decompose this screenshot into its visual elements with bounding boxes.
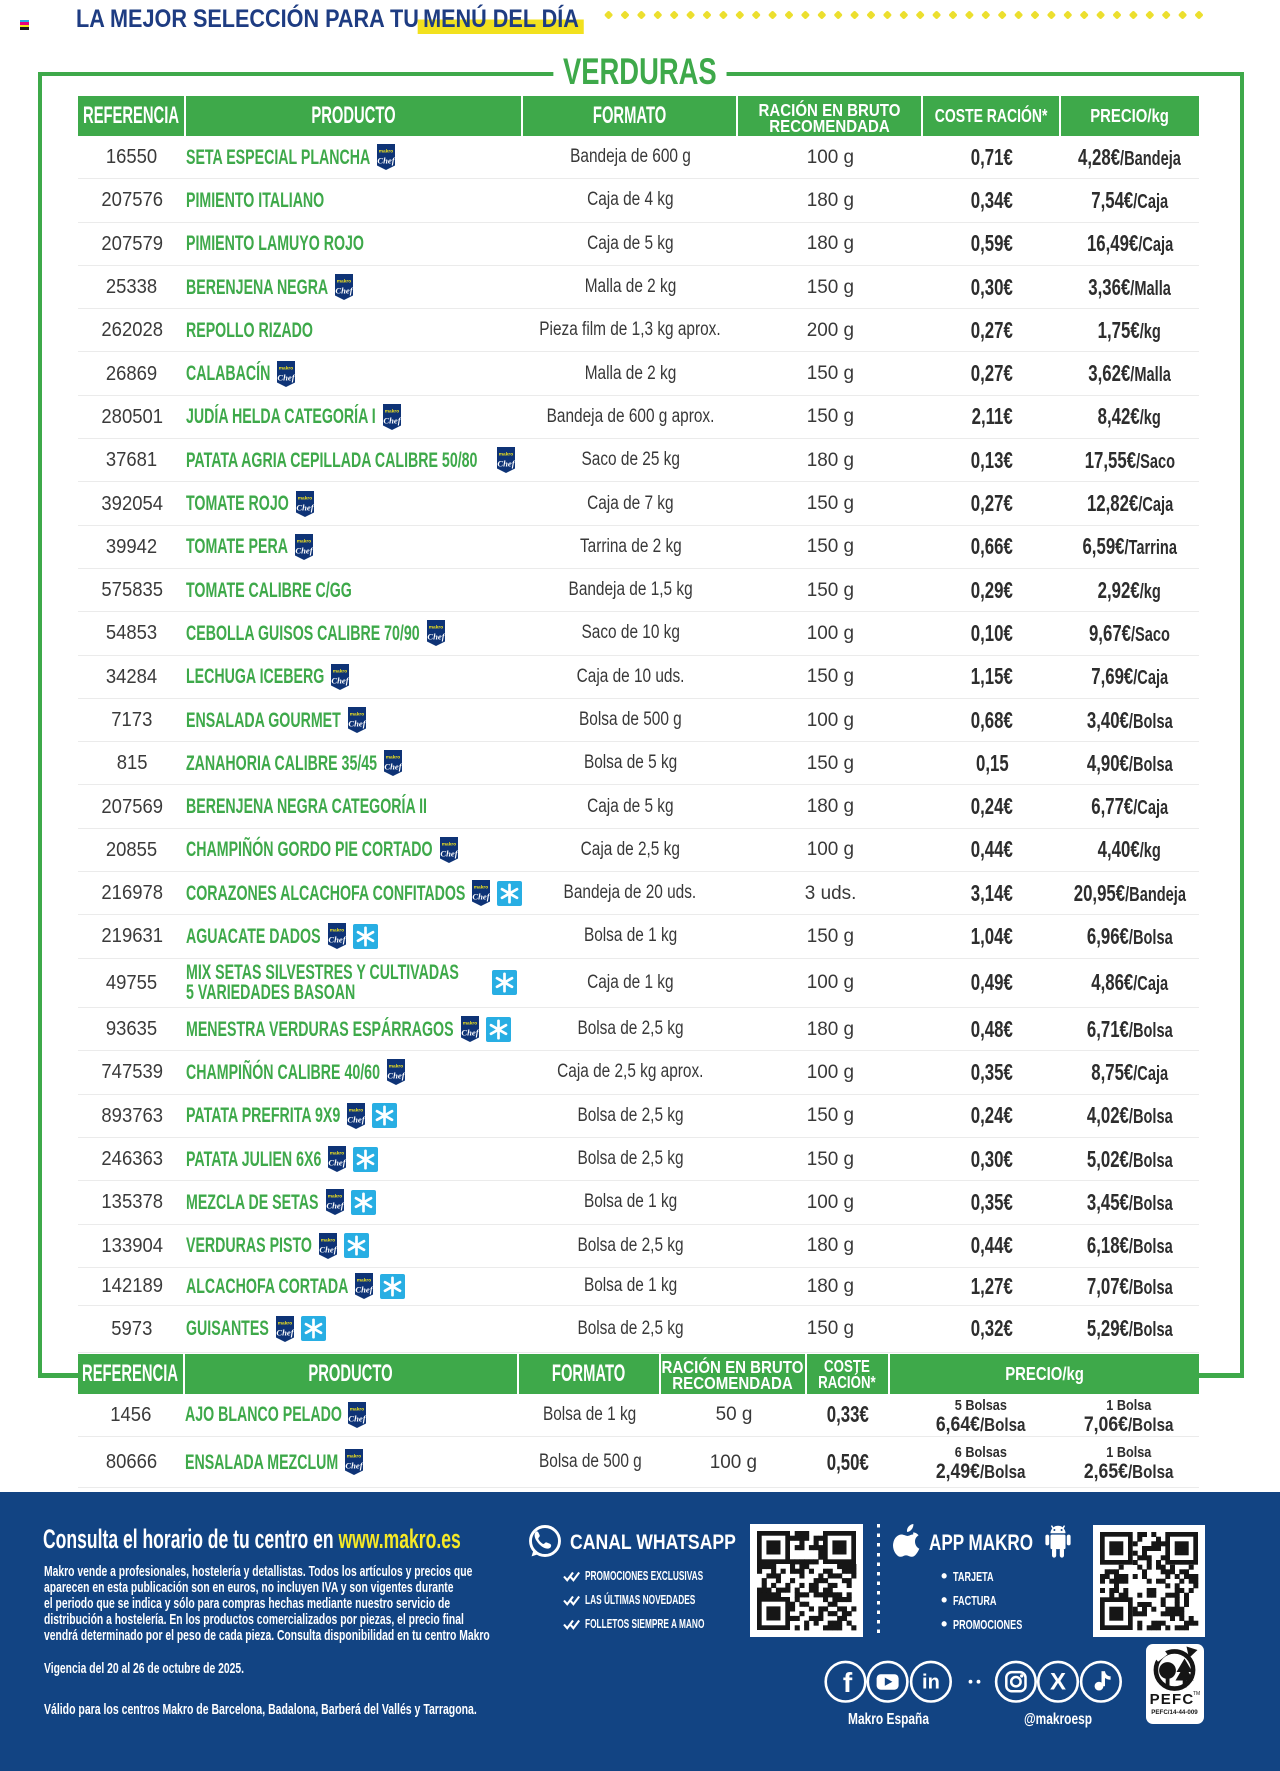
svg-text:Chef: Chef bbox=[387, 1071, 405, 1081]
svg-text:Chef: Chef bbox=[295, 545, 313, 555]
svg-text:makro: makro bbox=[321, 1237, 335, 1243]
svg-text:Chef: Chef bbox=[278, 372, 296, 382]
svg-text:makro: makro bbox=[379, 149, 393, 155]
svg-text:makro: makro bbox=[474, 885, 488, 891]
svg-text:makro: makro bbox=[333, 668, 347, 674]
svg-text:Chef: Chef bbox=[319, 1244, 337, 1254]
svg-text:makro: makro bbox=[499, 452, 513, 458]
svg-text:Chef: Chef bbox=[345, 1461, 363, 1471]
svg-text:makro: makro bbox=[279, 365, 293, 371]
svg-text:PEFC/14-44-009: PEFC/14-44-009 bbox=[1151, 1709, 1198, 1716]
svg-text:makro: makro bbox=[385, 408, 399, 414]
svg-text:Chef: Chef bbox=[329, 1158, 347, 1168]
svg-text:Chef: Chef bbox=[440, 848, 458, 858]
svg-text:Chef: Chef bbox=[328, 935, 346, 945]
svg-text:Chef: Chef bbox=[356, 1285, 374, 1295]
svg-text:Chef: Chef bbox=[497, 459, 515, 469]
svg-text:Chef: Chef bbox=[473, 892, 491, 902]
svg-text:makro: makro bbox=[349, 1107, 363, 1113]
svg-text:Chef: Chef bbox=[348, 719, 366, 729]
svg-text:Chef: Chef bbox=[427, 632, 445, 642]
svg-text:in: in bbox=[922, 1672, 940, 1694]
svg-text:makro: makro bbox=[298, 495, 312, 501]
svg-text:Chef: Chef bbox=[336, 286, 354, 296]
svg-text:Chef: Chef bbox=[348, 1114, 366, 1124]
svg-text:f: f bbox=[843, 1667, 853, 1698]
svg-text:Chef: Chef bbox=[326, 1201, 344, 1211]
svg-text:X: X bbox=[1050, 1669, 1066, 1696]
svg-text:makro: makro bbox=[428, 625, 442, 631]
svg-text:Chef: Chef bbox=[383, 415, 401, 425]
svg-text:Chef: Chef bbox=[461, 1028, 479, 1038]
svg-text:Chef: Chef bbox=[332, 675, 350, 685]
svg-text:Chef: Chef bbox=[378, 156, 396, 166]
svg-text:makro: makro bbox=[389, 1064, 403, 1070]
svg-text:makro: makro bbox=[350, 1406, 364, 1412]
svg-text:Chef: Chef bbox=[296, 502, 314, 512]
svg-text:makro: makro bbox=[350, 712, 364, 718]
svg-text:makro: makro bbox=[346, 1454, 360, 1460]
svg-text:makro: makro bbox=[357, 1278, 371, 1284]
svg-text:makro: makro bbox=[330, 1151, 344, 1157]
svg-text:makro: makro bbox=[327, 1194, 341, 1200]
svg-text:makro: makro bbox=[441, 841, 455, 847]
svg-text:makro: makro bbox=[337, 279, 351, 285]
svg-text:makro: makro bbox=[297, 538, 311, 544]
svg-text:makro: makro bbox=[462, 1021, 476, 1027]
svg-text:makro: makro bbox=[278, 1320, 292, 1326]
svg-text:Chef: Chef bbox=[385, 762, 403, 772]
svg-text:TM: TM bbox=[1193, 1691, 1200, 1697]
svg-text:Chef: Chef bbox=[276, 1327, 294, 1337]
svg-text:makro: makro bbox=[329, 928, 343, 934]
svg-text:PEFC: PEFC bbox=[1150, 1691, 1195, 1708]
svg-text:makro: makro bbox=[386, 755, 400, 761]
svg-text:Chef: Chef bbox=[349, 1413, 367, 1423]
